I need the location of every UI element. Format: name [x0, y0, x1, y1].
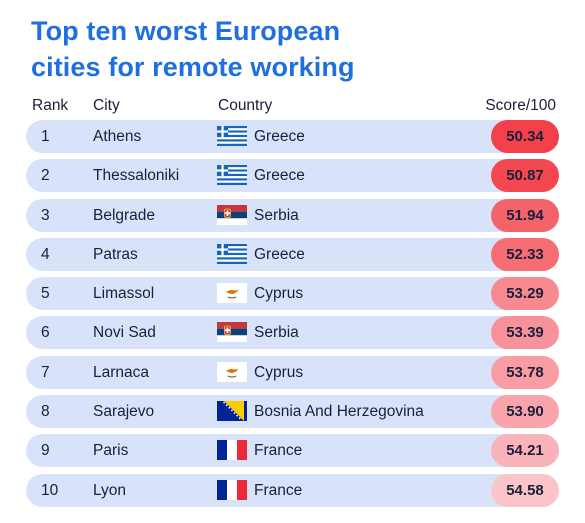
rank-cell: 4	[41, 245, 50, 263]
greece-flag-icon	[217, 243, 247, 264]
rank-cell: 5	[41, 285, 50, 303]
header-city: City	[93, 97, 120, 114]
rank-cell: 1	[41, 128, 50, 145]
table-row: 9 Paris France 54.21	[26, 434, 559, 468]
page-title: Top ten worst European cities for remote…	[31, 13, 551, 85]
serbia-flag-icon	[217, 204, 247, 225]
city-cell: Novi Sad	[93, 324, 156, 342]
city-cell: Thessaloniki	[93, 167, 180, 185]
title-line-2: cities for remote working	[31, 52, 355, 82]
table-row: 5 Limassol Cyprus 53.29	[26, 277, 559, 311]
greece-flag-icon	[217, 165, 247, 186]
score-badge: 54.58	[491, 473, 559, 507]
rank-cell: 7	[41, 363, 50, 381]
city-cell: Limassol	[93, 285, 155, 303]
score-badge: 50.34	[491, 120, 559, 153]
score-badge: 53.39	[491, 316, 559, 350]
country-cell: Serbia	[254, 206, 299, 224]
table-row: 8 Sarajevo Bosnia And Herzegovina 53.90	[26, 395, 559, 429]
score-badge: 53.90	[491, 395, 559, 429]
rank-cell: 10	[41, 481, 59, 499]
city-cell: Larnaca	[93, 363, 150, 381]
table-row: 6 Novi Sad Serbia 53.39	[26, 316, 559, 350]
city-cell: Paris	[93, 442, 129, 460]
city-cell: Patras	[93, 245, 138, 263]
title-line-1: Top ten worst European	[31, 16, 341, 46]
country-cell: Greece	[254, 167, 305, 185]
rank-cell: 2	[41, 167, 50, 185]
country-cell: France	[254, 481, 303, 499]
score-badge: 51.94	[491, 198, 559, 232]
rank-cell: 6	[41, 324, 50, 342]
city-cell: Lyon	[93, 481, 127, 499]
rank-cell: 9	[41, 442, 50, 460]
city-cell: Athens	[93, 128, 142, 145]
rank-cell: 8	[41, 403, 50, 421]
city-cell: Sarajevo	[93, 403, 155, 421]
table-row: 2 Thessaloniki Greece 50.87	[26, 159, 559, 193]
score-badge: 52.33	[491, 237, 559, 271]
france-flag-icon	[217, 479, 247, 500]
header-score: Score/100	[485, 97, 556, 114]
score-badge: 54.21	[491, 434, 559, 468]
table-row: 3 Belgrade Serbia 51.94	[26, 198, 559, 232]
header-rank: Rank	[32, 97, 69, 114]
greece-flag-icon	[217, 126, 247, 146]
table-row: 1 Athens Greece 50.34	[26, 120, 559, 153]
country-cell: Cyprus	[254, 363, 304, 381]
country-cell: Serbia	[254, 324, 299, 342]
score-badge: 50.87	[491, 159, 559, 193]
bosnia-flag-icon	[217, 401, 247, 422]
country-cell: France	[254, 442, 303, 460]
table-row: 7 Larnaca Cyprus 53.78	[26, 355, 559, 389]
france-flag-icon	[217, 440, 247, 461]
score-badge: 53.29	[491, 277, 559, 311]
ranking-table: 1 Athens Greece 50.34 2 Thessaloniki Gre…	[26, 120, 559, 513]
cyprus-flag-icon	[217, 361, 247, 382]
country-cell: Bosnia And Herzegovina	[254, 403, 424, 421]
rank-cell: 3	[41, 206, 50, 224]
serbia-flag-icon	[217, 322, 247, 343]
table-row: 4 Patras Greece 52.33	[26, 237, 559, 271]
country-cell: Greece	[254, 245, 305, 263]
country-cell: Greece	[254, 128, 305, 145]
score-badge: 53.78	[491, 355, 559, 389]
header-country: Country	[218, 97, 273, 114]
city-cell: Belgrade	[93, 206, 156, 224]
country-cell: Cyprus	[254, 285, 304, 303]
cyprus-flag-icon	[217, 283, 247, 304]
table-header: Rank City Country Score/100	[0, 97, 585, 117]
table-row: 10 Lyon France 54.58	[26, 473, 559, 507]
